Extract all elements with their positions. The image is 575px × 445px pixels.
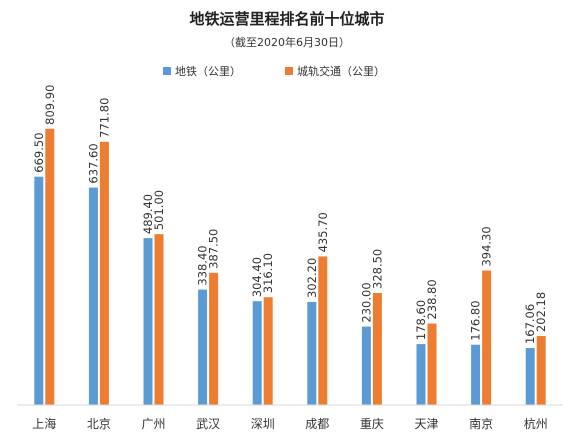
bar — [372, 292, 382, 405]
bar — [307, 301, 317, 405]
bar — [471, 344, 481, 405]
data-label: 387.50 — [207, 229, 221, 269]
legend-label: 地铁（公里） — [175, 65, 241, 78]
x-tick-label: 天津 — [414, 417, 438, 431]
x-tick-label: 深圳 — [251, 417, 275, 431]
data-label: 167.06 — [523, 304, 537, 344]
data-label: 316.10 — [261, 253, 275, 293]
bar — [252, 301, 262, 405]
data-label: 304.40 — [250, 257, 264, 297]
data-label: 489.40 — [141, 194, 155, 234]
data-label: 178.60 — [414, 300, 428, 340]
bar — [34, 176, 44, 405]
bar — [198, 289, 208, 405]
data-label: 302.20 — [305, 258, 319, 298]
data-label: 501.00 — [152, 190, 166, 230]
legend-swatch — [285, 67, 293, 75]
data-label: 771.80 — [97, 98, 111, 138]
x-tick-labels: 上海 北京 广州 武汉 深圳 成都 重庆 天津 南京 杭州 — [32, 416, 547, 431]
bar — [143, 238, 153, 405]
data-label: 176.80 — [469, 300, 483, 340]
legend-swatch — [163, 67, 171, 75]
data-label: 637.60 — [86, 143, 100, 183]
x-tick-label: 成都 — [305, 417, 329, 431]
data-label: 669.50 — [32, 132, 46, 172]
chart-subtitle: （截至2020年6月30日） — [224, 35, 350, 49]
bar — [99, 141, 109, 405]
x-tick-label: 北京 — [87, 417, 111, 431]
chart-title: 地铁运营里程排名前十位城市 — [189, 10, 384, 28]
bar — [263, 297, 273, 405]
legend-label: 城轨交通（公里） — [297, 64, 385, 78]
bar — [525, 348, 535, 405]
x-tick-label: 重庆 — [360, 417, 384, 431]
bar — [427, 323, 437, 405]
data-label: 809.90 — [43, 85, 57, 125]
x-tick-label: 南京 — [469, 416, 493, 431]
bar — [88, 187, 98, 405]
x-tick-label: 杭州 — [524, 416, 548, 431]
bar — [318, 256, 328, 405]
bar — [154, 234, 164, 405]
x-tick-label: 广州 — [141, 417, 165, 431]
legend: 地铁（公里） 城轨交通（公里） — [163, 64, 385, 78]
data-label: 202.18 — [534, 292, 548, 332]
data-label: 338.40 — [196, 245, 210, 285]
data-label: 328.50 — [370, 249, 384, 289]
bar — [361, 326, 371, 405]
data-label: 230.00 — [359, 282, 373, 322]
bar — [416, 344, 426, 405]
bar — [45, 128, 55, 405]
x-tick-label: 上海 — [32, 416, 56, 431]
bar — [536, 336, 546, 405]
bar — [482, 270, 492, 405]
data-label: 394.30 — [480, 226, 494, 266]
x-tick-label: 武汉 — [196, 417, 220, 431]
bar — [209, 272, 219, 405]
data-label: 238.80 — [425, 279, 439, 319]
data-label: 435.70 — [316, 212, 330, 252]
